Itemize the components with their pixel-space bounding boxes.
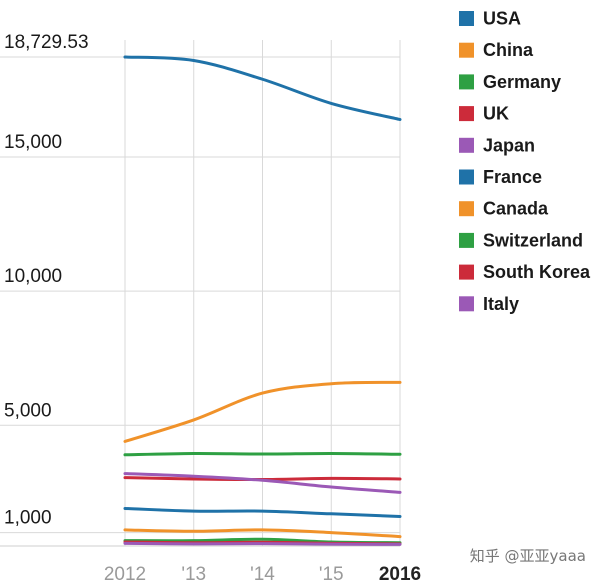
legend-label-switzerland: Switzerland bbox=[483, 230, 583, 250]
x-tick-label: '14 bbox=[250, 564, 275, 585]
series-line-germany bbox=[123, 451, 402, 457]
legend-swatch-south-korea bbox=[459, 264, 474, 280]
y-axis: 18,729.53 15,000 10,000 5,000 1,000 bbox=[4, 32, 89, 529]
legend-label-south-korea: South Korea bbox=[483, 262, 591, 282]
legend-label-germany: Germany bbox=[483, 72, 561, 92]
legend-label-japan: Japan bbox=[483, 135, 535, 155]
series-lines bbox=[123, 55, 402, 546]
grid bbox=[0, 40, 401, 547]
legend-swatch-germany bbox=[459, 74, 474, 90]
y-tick-label: 1,000 bbox=[4, 508, 52, 529]
series-line-usa bbox=[123, 55, 402, 121]
series-line-canada bbox=[123, 528, 402, 539]
legend-swatch-canada bbox=[459, 201, 474, 217]
legend-swatch-switzerland bbox=[459, 232, 474, 248]
series-line-italy bbox=[123, 541, 402, 546]
y-tick-label: 5,000 bbox=[4, 400, 52, 421]
y-tick-label: 15,000 bbox=[4, 132, 62, 153]
legend-swatch-usa bbox=[459, 11, 474, 26]
legend-label-usa: USA bbox=[483, 9, 521, 29]
y-tick-label: 18,729.53 bbox=[4, 32, 89, 53]
legend-swatch-italy bbox=[459, 296, 474, 312]
x-tick-label: 2012 bbox=[104, 564, 146, 585]
watermark: 知乎 @亚亚yaaa bbox=[469, 547, 586, 565]
x-tick-label: '15 bbox=[319, 564, 344, 585]
legend-swatch-china bbox=[459, 42, 474, 58]
legend: USA China Germany UK Japan France Canada Switze… bbox=[459, 9, 591, 314]
y-tick-label: 10,000 bbox=[4, 266, 62, 287]
x-tick-label: '13 bbox=[181, 564, 206, 585]
x-tick-label: 2016 bbox=[379, 564, 421, 585]
x-axis: 2012 '13 '14 '15 2016 bbox=[104, 564, 421, 585]
legend-label-uk: UK bbox=[483, 104, 509, 124]
legend-label-canada: Canada bbox=[483, 199, 549, 219]
series-line-france bbox=[123, 506, 402, 518]
legend-label-france: France bbox=[483, 167, 542, 187]
series-line-japan bbox=[123, 472, 402, 494]
series-line-china bbox=[123, 380, 402, 443]
legend-swatch-france bbox=[459, 169, 474, 185]
legend-label-china: China bbox=[483, 40, 534, 60]
legend-swatch-japan bbox=[459, 137, 474, 153]
legend-swatch-uk bbox=[459, 106, 474, 122]
legend-label-italy: Italy bbox=[483, 294, 519, 314]
